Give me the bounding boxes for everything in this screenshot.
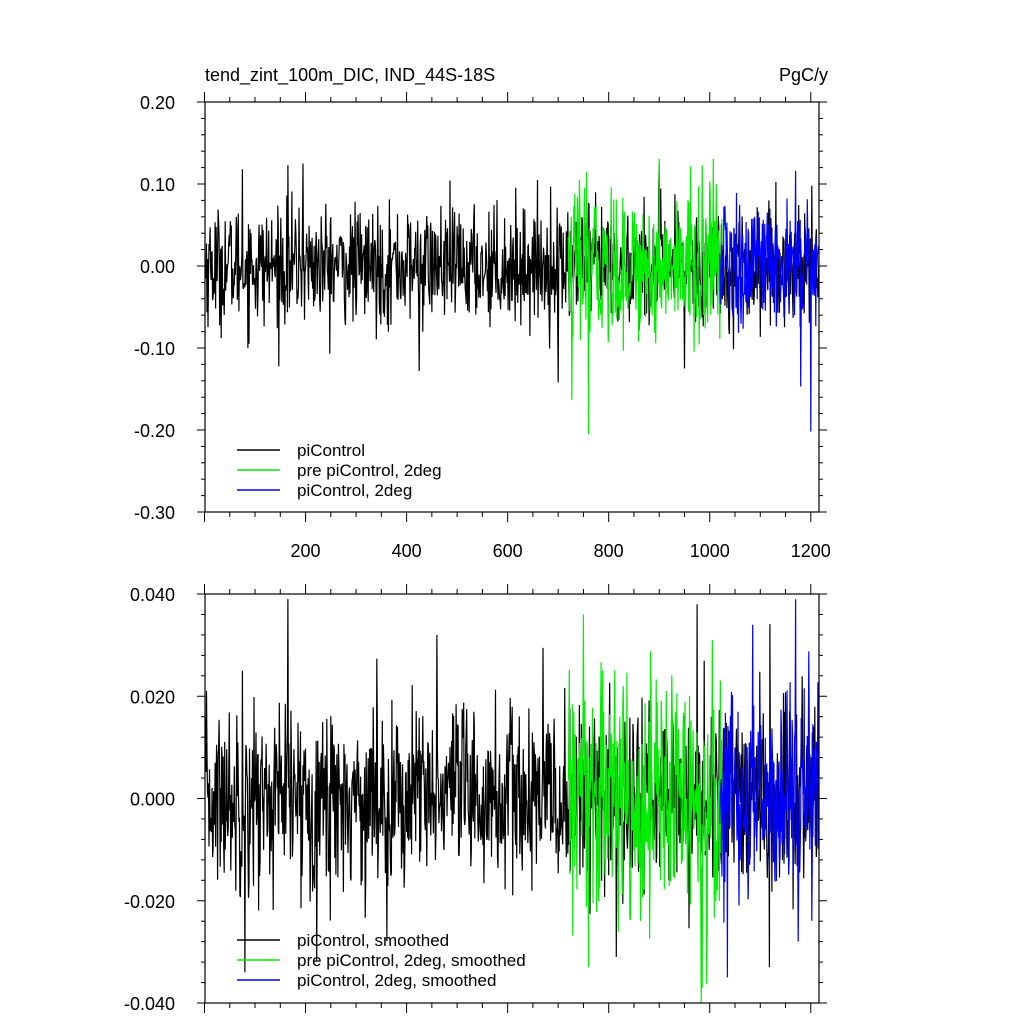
legend-label: piControl, 2deg (297, 481, 412, 500)
legend-label: piControl, smoothed (297, 931, 449, 950)
y-tick-label: 0.10 (140, 175, 175, 195)
units-label: PgC/y (778, 65, 828, 85)
top-panel: -0.30 -0.20 -0.10 0.00 0.10 0.20 200 400 600 800 1… (134, 92, 831, 561)
y-tick-label: -0.10 (134, 339, 175, 359)
series-line-pre-picontrol-2deg-smoothed (567, 614, 723, 1003)
y-tick-label: -0.30 (134, 503, 175, 523)
y-tick-label: 0.000 (130, 790, 175, 810)
bottom-panel: -0.040 -0.020 0.000 0.020 0.040 piControl, sm… (124, 584, 827, 1014)
legend-label: piControl, 2deg, smoothed (297, 971, 496, 990)
plot-frame (204, 101, 820, 513)
y-tick-label: -0.040 (124, 994, 175, 1014)
y-tick-label: -0.20 (134, 421, 175, 441)
y-tick-label: 0.040 (130, 585, 175, 605)
series-line-picontrol-smoothed (205, 599, 819, 973)
y-tick-label: 0.20 (140, 93, 175, 113)
series-line-picontrol (205, 163, 819, 383)
x-tick-label: 800 (594, 541, 624, 561)
x-tick-label: 200 (291, 541, 321, 561)
x-tick-label: 1200 (791, 541, 831, 561)
series-line-picontrol-2deg (719, 170, 819, 432)
y-tick-label: 0.020 (130, 687, 175, 707)
legend-label: pre piControl, 2deg (297, 461, 442, 480)
x-tick-label: 1000 (690, 541, 730, 561)
chart-title: tend_zint_100m_DIC, IND_44S-18S (205, 65, 496, 85)
y-tick-label: -0.020 (124, 892, 175, 912)
x-tick-label: 600 (493, 541, 523, 561)
x-tick-label: 400 (392, 541, 422, 561)
y-tick-label: 0.00 (140, 257, 175, 277)
legend-label: pre piControl, 2deg, smoothed (297, 951, 526, 970)
legend-label: piControl (297, 441, 365, 460)
series-line-pre-picontrol-2deg (567, 158, 723, 435)
series-line-picontrol-2deg-smoothed (719, 599, 819, 978)
